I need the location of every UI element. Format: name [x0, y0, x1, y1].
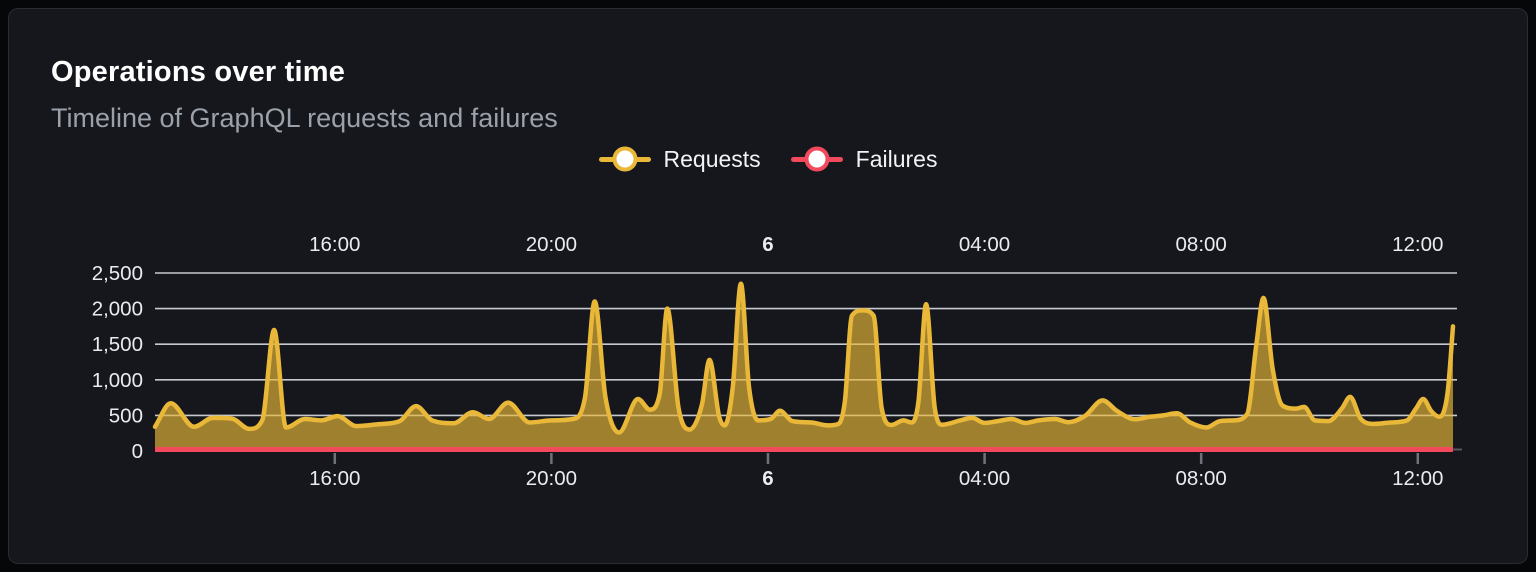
failures-series-icon [790, 145, 843, 173]
y-axis-label: 0 [132, 440, 143, 463]
panel-title: Operations over time [51, 56, 346, 88]
legend: Requests Failures [9, 145, 1527, 173]
requests-area-fill [155, 283, 1453, 451]
requests-series-icon [598, 145, 651, 173]
x-axis-label-bottom: 6 [762, 467, 773, 490]
y-axis-label: 2,500 [92, 262, 143, 285]
x-axis-label-bottom: 16:00 [309, 467, 360, 490]
panel-card: Operations over time Timeline of GraphQL… [8, 8, 1528, 564]
x-axis-label-bottom: 20:00 [526, 467, 577, 490]
y-axis-label: 1,000 [92, 369, 143, 392]
legend-label-requests: Requests [663, 145, 761, 172]
legend-label-failures: Failures [855, 145, 938, 172]
y-axis-label: 500 [109, 404, 143, 427]
requests-line[interactable] [152, 281, 1456, 435]
legend-item-requests[interactable]: Requests [598, 145, 761, 173]
x-axis-label-bottom: 08:00 [1176, 467, 1227, 490]
x-axis-label-top: 6 [762, 233, 773, 256]
x-axis-label-top: 16:00 [309, 233, 360, 256]
x-axis-label-top: 12:00 [1392, 233, 1443, 256]
y-axis-label: 2,000 [92, 298, 143, 321]
x-axis-label-bottom: 04:00 [959, 467, 1010, 490]
x-axis-label-bottom: 12:00 [1392, 467, 1443, 490]
x-axis-label-top: 08:00 [1176, 233, 1227, 256]
panel-subtitle: Timeline of GraphQL requests and failure… [51, 103, 558, 133]
legend-item-failures[interactable]: Failures [790, 145, 938, 173]
x-axis-label-top: 04:00 [959, 233, 1010, 256]
y-axis-label: 1,500 [92, 333, 143, 356]
x-axis-label-top: 20:00 [526, 233, 577, 256]
